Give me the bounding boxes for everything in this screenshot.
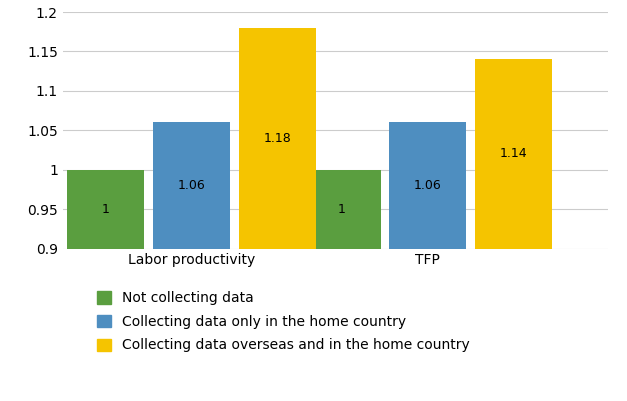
Bar: [153, 122, 230, 401]
Bar: [475, 59, 552, 401]
Text: 1.14: 1.14: [500, 148, 527, 160]
Text: 1: 1: [338, 203, 346, 216]
Text: 1.06: 1.06: [414, 179, 441, 192]
Bar: [303, 170, 381, 401]
Bar: [239, 28, 316, 401]
Text: 1: 1: [102, 203, 110, 216]
Legend: Not collecting data, Collecting data only in the home country, Collecting data o: Not collecting data, Collecting data onl…: [97, 291, 470, 352]
Bar: [389, 122, 466, 401]
Text: 1.18: 1.18: [263, 132, 292, 145]
Text: 1.06: 1.06: [177, 179, 206, 192]
Bar: [67, 170, 144, 401]
